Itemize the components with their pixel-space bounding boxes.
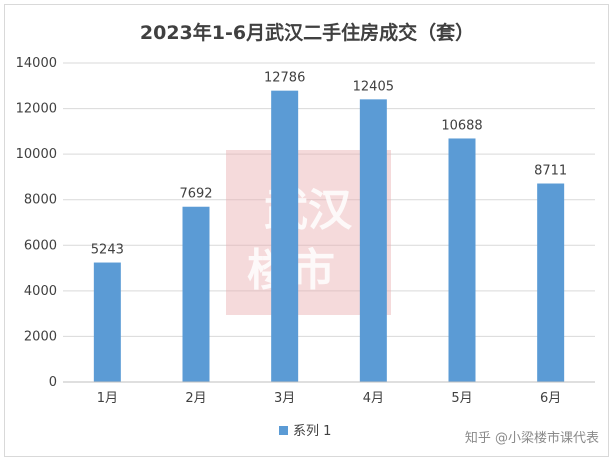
x-tick-label: 3月 xyxy=(274,391,295,406)
bar xyxy=(93,262,121,382)
y-tick-label: 8000 xyxy=(24,193,57,208)
bar xyxy=(537,183,565,382)
data-label: 12786 xyxy=(264,71,305,86)
x-axis-ticks: 1月 2月 3月 4月 5月 6月 xyxy=(97,391,562,406)
data-label: 8711 xyxy=(534,164,567,179)
chart-title: 2023年1-6月武汉二手住房成交（套） xyxy=(140,21,474,44)
legend: 系列 1 xyxy=(279,424,331,439)
x-tick-label: 2月 xyxy=(185,391,206,406)
watermark-footer-text: 知乎 @小梁楼市课代表 xyxy=(465,430,599,446)
bar xyxy=(359,99,387,383)
y-tick-label: 2000 xyxy=(24,329,57,344)
gridlines xyxy=(63,62,595,337)
legend-label: 系列 1 xyxy=(293,424,331,439)
legend-swatch xyxy=(279,426,288,435)
data-labels: 5243 7692 12786 12405 10688 8711 xyxy=(91,71,567,258)
data-label: 10688 xyxy=(441,118,482,133)
y-tick-label: 6000 xyxy=(24,238,57,253)
bar xyxy=(271,90,299,382)
x-tick-label: 5月 xyxy=(451,391,472,406)
bars xyxy=(93,90,565,383)
data-label: 12405 xyxy=(353,79,394,94)
bar-chart: 2023年1-6月武汉二手住房成交（套） 0 2000 4000 6000 8000 10… xyxy=(16,21,599,446)
x-tick-label: 6月 xyxy=(540,391,561,406)
x-tick-label: 4月 xyxy=(363,391,384,406)
bar xyxy=(182,206,210,382)
y-tick-label: 12000 xyxy=(16,102,57,117)
chart-frame: 2023年1-6月武汉二手住房成交（套） 0 2000 4000 6000 8000 10… xyxy=(4,4,609,457)
data-label: 7692 xyxy=(179,187,212,202)
data-label: 5243 xyxy=(91,243,124,258)
y-tick-label: 4000 xyxy=(24,284,57,299)
x-tick-label: 1月 xyxy=(97,391,118,406)
y-tick-label: 14000 xyxy=(16,56,57,71)
y-axis-ticks: 0 2000 4000 6000 8000 10000 12000 14000 xyxy=(16,56,57,390)
y-tick-label: 10000 xyxy=(16,147,57,162)
y-tick-label: 0 xyxy=(49,375,57,390)
bar xyxy=(448,138,476,382)
